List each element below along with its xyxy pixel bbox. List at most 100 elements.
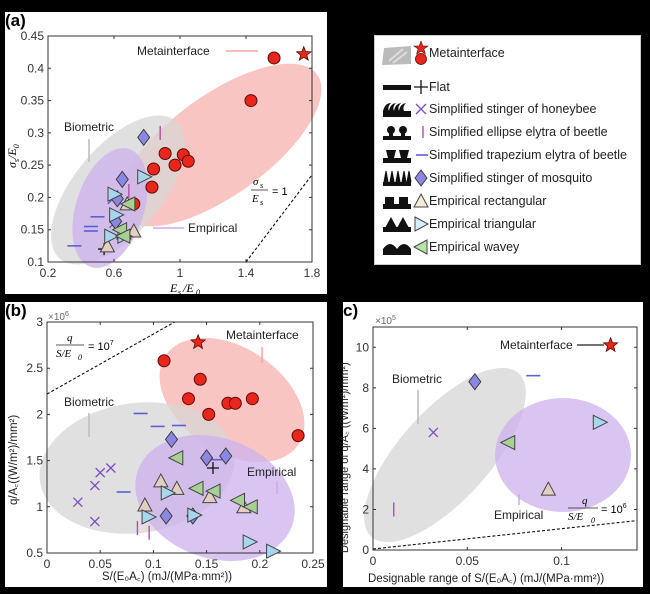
b-ytick-label: 2 [36, 407, 43, 421]
trapezium-pillars-icon [381, 145, 413, 165]
svg-text:0: 0 [591, 516, 595, 525]
svg-text:= 1: = 1 [272, 186, 288, 198]
c-label-biometric: Biometric [392, 372, 442, 386]
point-b-metainterface-0 [157, 354, 171, 368]
point-b-simplified-stinger-of-honeybee-3 [105, 463, 116, 473]
point-a-empirical-triangular-0 [137, 168, 153, 185]
point-b-metainterface-6 [245, 392, 259, 406]
b-label-metainterface: Metainterface [226, 328, 299, 342]
point-b-flat-0 [206, 461, 219, 474]
legend-item-flat: Flat [375, 76, 450, 98]
point-c-empirical-wavey-0 [499, 434, 516, 451]
b-xtick-label: 0.2 [251, 557, 268, 571]
b-ylabel: q/A꜀((W/m²)/mm²) [8, 415, 20, 505]
b-xtick-label: 0.05 [89, 557, 113, 571]
c-ytick-label: 6 [362, 421, 369, 435]
b-xtick-label: 0.15 [195, 557, 219, 571]
a-ytick-label: 0.3 [27, 126, 44, 140]
vline-marker-icon [413, 123, 429, 141]
a-xtick-label: 1.8 [304, 266, 321, 280]
legend-label: Simplified stinger of mosquito [429, 171, 593, 185]
point-a-empirical-wavey-1 [114, 228, 131, 244]
a-xtick-label: 0.6 [106, 266, 123, 280]
point-b-metainterface-2 [182, 392, 196, 406]
a-ytick-label: 0.15 [21, 223, 45, 237]
triangle-left-marker-icon [412, 238, 429, 256]
point-a-metainterface-4 [168, 158, 182, 172]
a-ytick-label: 0.2 [27, 190, 44, 204]
point-b-metainterface-7 [291, 429, 305, 443]
point-c-empirical-rectangular-0 [540, 481, 557, 496]
a-ytick-label: 0.25 [21, 158, 45, 172]
a-label-biometric: Biometric [64, 120, 114, 134]
a-ytick-label: 0.4 [27, 61, 44, 75]
svg-text:S/E: S/E [56, 348, 72, 360]
point-b-metainterface-5 [228, 396, 242, 410]
b-ytick-label: 0.5 [26, 546, 43, 560]
b-ytick-label: 3 [36, 315, 43, 329]
b-ytick-label: 2.5 [26, 361, 43, 375]
star-and-circle-marker-icon [413, 40, 429, 65]
svg-text:s: s [260, 181, 263, 190]
legend-label: Simplified stinger of honeybee [429, 102, 597, 116]
a-label-metainterface: Metainterface [137, 44, 210, 58]
point-b-empirical-wavey-3 [229, 492, 246, 509]
c-reference-equation: q S/E 0 = 106 [568, 495, 627, 525]
point-a-metainterface-5 [181, 154, 195, 168]
point-a-metainterface-6 [147, 162, 161, 176]
c-marks [393, 336, 619, 517]
c-ytick-label: 8 [362, 381, 369, 395]
flat-bar-icon [381, 77, 413, 97]
point-a-empirical-triangular-2 [109, 207, 125, 223]
point-b-empirical-wavey-2 [204, 483, 221, 499]
point-a-metainterface-1 [244, 94, 258, 108]
b-xlabel: S/(E₀A꜀) (mJ/(MPa·mm²)) [102, 571, 232, 583]
c-xtick-label: 0 [370, 554, 377, 568]
textured-surface-icon [381, 43, 413, 65]
legend-item-simplified-stinger-of-honeybee: Simplified stinger of honeybee [375, 98, 596, 120]
point-b-metainterface-1 [193, 372, 207, 386]
c-ytick-label: 0 [362, 543, 369, 557]
triangle-up-marker-icon [413, 192, 429, 210]
legend-item-empirical-wavey: Empirical wavey [375, 236, 519, 258]
b-ytick-label: 1.5 [26, 454, 43, 468]
legend-label: Empirical rectangular [429, 194, 547, 208]
legend-label: Simplified trapezium elytra of beetle [429, 148, 628, 162]
svg-text:q: q [67, 332, 73, 344]
triangular-peaks-icon [381, 214, 413, 234]
legend-item-metainterface: Metainterface [375, 40, 505, 65]
c-multiplier: ×105 [375, 315, 396, 327]
svg-text:/E: /E [182, 281, 194, 295]
c-xtick-label: 0.05 [456, 554, 480, 568]
point-b-simplified-stinger-of-honeybee-1 [89, 480, 100, 491]
c-reference-line [372, 520, 638, 550]
plus-marker-icon [413, 78, 429, 96]
panel-label-c: c) [343, 301, 358, 320]
point-b-simplified-stinger-of-mosquito-0 [164, 430, 179, 449]
c-axes: 0 0.05 0.1 0 2 4 6 8 10 [356, 326, 638, 568]
point-a-empirical-triangular-1 [107, 186, 124, 203]
rectangular-pillars-icon [381, 191, 413, 211]
point-b-empirical-rectangular-3 [201, 488, 218, 504]
a-reference-equation: σ s E s = 1 [251, 176, 288, 207]
c-ylabel: Designable range of q/A꜀ ((W/m²)/mm²) [339, 362, 351, 553]
point-c-simplified-stinger-of-honeybee-0 [428, 427, 439, 438]
c-ytick-label: 10 [356, 340, 370, 354]
legend-label: Empirical wavey [429, 240, 520, 254]
needle-spikes-icon [381, 168, 413, 188]
point-c-metainterface-star-0 [602, 336, 619, 353]
panel-label-a: (a) [5, 11, 26, 30]
a-axes: 0.2 0.6 1 1.4 1.8 0.1 0.15 0.2 0.25 0.3 0.35 0.4 0.4… [21, 29, 321, 280]
wavy-bumps-icon [381, 237, 413, 257]
c-label-empirical: Empirical [494, 508, 543, 522]
c-axes-frame [372, 326, 638, 551]
point-c-empirical-triangular-0 [592, 414, 609, 431]
a-marks [67, 45, 312, 256]
b-marks [72, 333, 305, 559]
legend-item-simplified-trapezium-elytra-of-beetle: Simplified trapezium elytra of beetle [375, 144, 627, 166]
c-regions [364, 367, 631, 543]
a-xtick-label: 0.2 [40, 266, 57, 280]
point-b-simplified-stinger-of-honeybee-0 [72, 497, 83, 508]
b-xtick-label: 0 [44, 557, 51, 571]
